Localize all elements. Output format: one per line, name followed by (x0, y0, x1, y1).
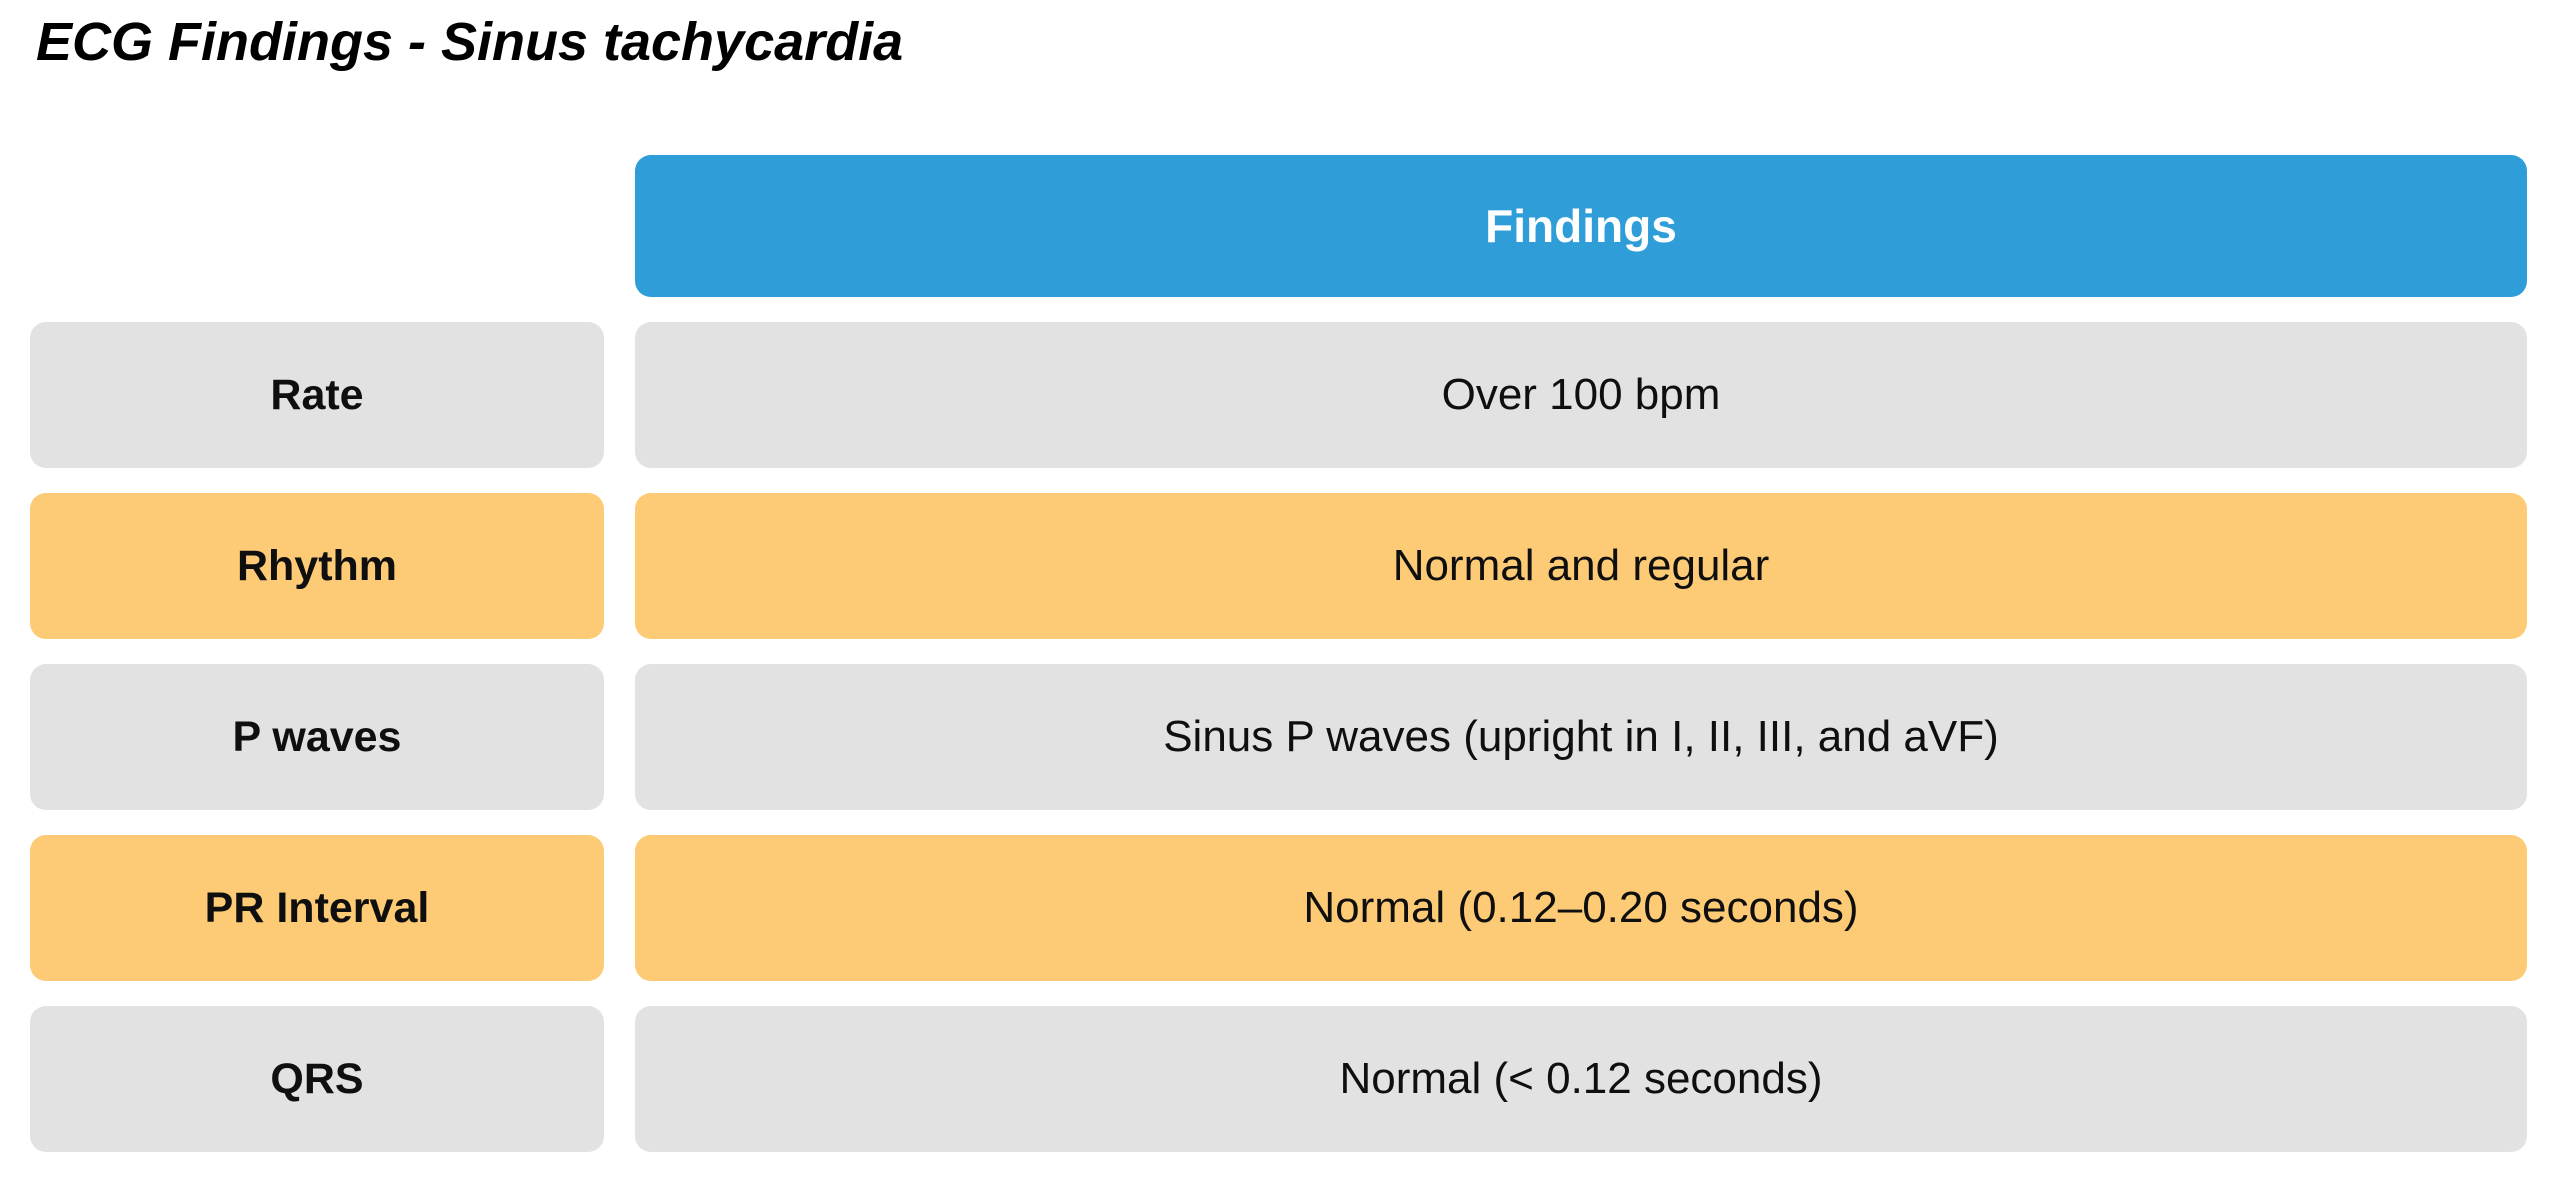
row-value-p-waves: Sinus P waves (upright in I, II, III, an… (635, 664, 2527, 810)
page-title: ECG Findings - Sinus tachycardia (36, 12, 904, 72)
row-label-pr-interval: PR Interval (30, 835, 604, 981)
findings-table: Findings Rate Over 100 bpm Rhythm Normal… (30, 155, 2527, 1152)
row-value-qrs: Normal (< 0.12 seconds) (635, 1006, 2527, 1152)
row-label-qrs: QRS (30, 1006, 604, 1152)
row-label-rate: Rate (30, 322, 604, 468)
row-value-rhythm: Normal and regular (635, 493, 2527, 639)
row-label-p-waves: P waves (30, 664, 604, 810)
header-spacer (30, 155, 604, 297)
row-value-rate: Over 100 bpm (635, 322, 2527, 468)
row-value-pr-interval: Normal (0.12–0.20 seconds) (635, 835, 2527, 981)
row-label-rhythm: Rhythm (30, 493, 604, 639)
findings-column-header: Findings (635, 155, 2527, 297)
